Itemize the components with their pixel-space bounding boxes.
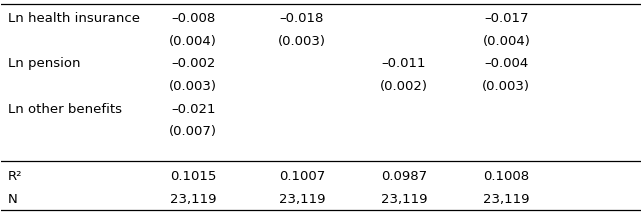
Text: R²: R²: [8, 170, 22, 183]
Text: (0.002): (0.002): [380, 80, 428, 93]
Text: –0.021: –0.021: [171, 102, 216, 116]
Text: –0.004: –0.004: [484, 57, 528, 70]
Text: (0.003): (0.003): [482, 80, 530, 93]
Text: –0.002: –0.002: [171, 57, 215, 70]
Text: –0.011: –0.011: [382, 57, 426, 70]
Text: (0.004): (0.004): [482, 35, 530, 48]
Text: N: N: [8, 193, 17, 206]
Text: 0.0987: 0.0987: [381, 170, 427, 183]
Text: Ln pension: Ln pension: [8, 57, 80, 70]
Text: –0.018: –0.018: [280, 12, 324, 25]
Text: 23,119: 23,119: [483, 193, 530, 206]
Text: Ln other benefits: Ln other benefits: [8, 102, 122, 116]
Text: (0.007): (0.007): [169, 125, 217, 138]
Text: 0.1008: 0.1008: [483, 170, 530, 183]
Text: –0.017: –0.017: [484, 12, 528, 25]
Text: –0.008: –0.008: [171, 12, 215, 25]
Text: Ln health insurance: Ln health insurance: [8, 12, 140, 25]
Text: (0.003): (0.003): [169, 80, 217, 93]
Text: 23,119: 23,119: [381, 193, 428, 206]
Text: 23,119: 23,119: [279, 193, 325, 206]
Text: 23,119: 23,119: [170, 193, 216, 206]
Text: (0.003): (0.003): [278, 35, 326, 48]
Text: 0.1007: 0.1007: [279, 170, 325, 183]
Text: 0.1015: 0.1015: [170, 170, 216, 183]
Text: (0.004): (0.004): [169, 35, 217, 48]
